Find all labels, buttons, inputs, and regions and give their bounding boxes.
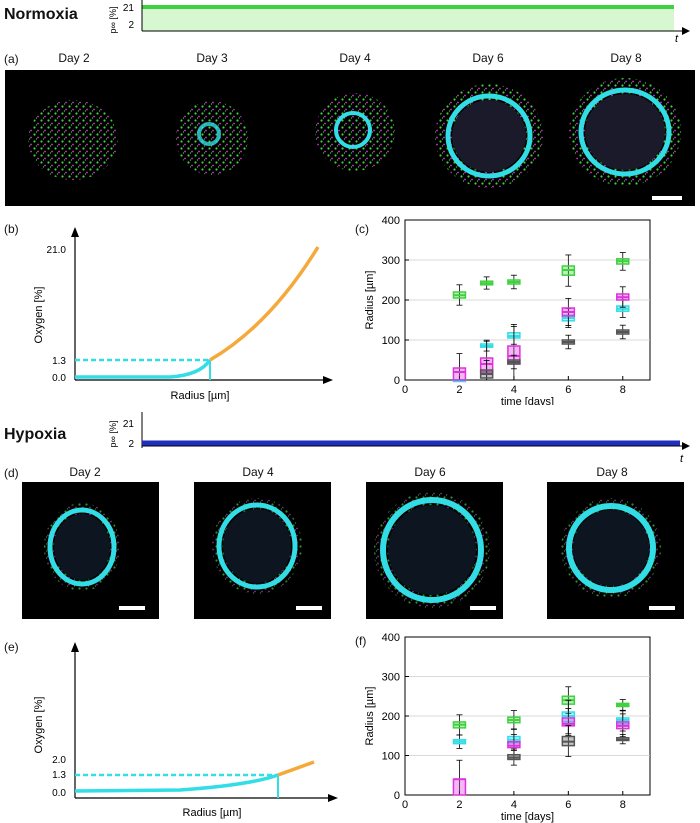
- normoxia-oxygen-profile: 21.0 1.3 0.0 Oxygen [%] Radius [µm]: [33, 227, 333, 402]
- outer-oxygen-curve: [209, 246, 320, 362]
- ytick-0: 0.0: [52, 373, 66, 384]
- spheroid-day6: [435, 84, 543, 188]
- normoxia-tick-2: 2: [128, 20, 134, 31]
- x-tick-label: 8: [620, 384, 626, 396]
- hypoxia-image-day8: [547, 482, 684, 619]
- panel-f-letter: (f): [355, 634, 367, 648]
- y-tick-label: 200: [382, 711, 400, 723]
- scale-bar: [119, 606, 145, 610]
- panel-d-letter: (d): [4, 466, 19, 480]
- ytick-21: 21.0: [47, 245, 67, 256]
- ytick-2: 2.0: [52, 755, 66, 766]
- day-header: Day 4: [242, 465, 274, 479]
- hypoxia-oxygen-timeline: 21 2 p∞ [%] t: [108, 412, 690, 464]
- scale-bar: [296, 606, 322, 610]
- normoxia-title: Normoxia: [4, 6, 78, 23]
- box: [452, 778, 467, 796]
- scale-bar: [649, 606, 675, 610]
- box: [452, 367, 467, 381]
- inner-oxygen-curve: [74, 773, 279, 793]
- hypoxia-tick-21: 21: [123, 419, 135, 430]
- box-chart-f: 0 100 200 300 400 0 2 4 6 8 time [days] Radius [µm]: [364, 632, 651, 823]
- day-header: Day 3: [196, 51, 228, 65]
- ytick-1.3: 1.3: [52, 356, 66, 367]
- hypoxia-image-day2: [22, 482, 159, 619]
- panel-c-letter: (c): [355, 222, 369, 236]
- x-axis-label: time [days]: [501, 811, 554, 823]
- day-header: Day 8: [610, 51, 642, 65]
- normoxia-microscopy-strip: [5, 70, 695, 206]
- ytick-0: 0.0: [52, 788, 66, 799]
- day-header: Day 8: [596, 465, 628, 479]
- xlabel: Radius [µm]: [183, 807, 242, 819]
- hypoxia-t-label: t: [680, 453, 684, 464]
- x-tick-label: 8: [620, 799, 626, 811]
- y-tick-label: 300: [382, 672, 400, 684]
- hypoxia-tick-2: 2: [128, 439, 134, 450]
- x-tick-label: 4: [511, 799, 517, 811]
- ylabel: Oxygen [%]: [33, 697, 45, 754]
- x-tick-label: 2: [456, 384, 462, 396]
- spheroid-day2: [28, 100, 118, 180]
- normoxia-oxygen-label: p∞ [%]: [108, 7, 118, 34]
- y-axis-label: Radius [µm]: [364, 271, 376, 330]
- scale-bar: [470, 606, 496, 610]
- day-header: Day 6: [414, 465, 446, 479]
- outer-oxygen-curve: [277, 760, 315, 777]
- spheroid-day4: [315, 93, 395, 171]
- y-tick-label: 100: [382, 751, 400, 763]
- y-tick-label: 400: [382, 215, 400, 227]
- day-header: Day 2: [58, 51, 90, 65]
- scale-bar: [652, 196, 682, 200]
- xlabel: Radius [µm]: [171, 390, 230, 402]
- ylabel: Oxygen [%]: [33, 287, 45, 344]
- panel-b-letter: (b): [4, 222, 19, 236]
- spheroid-day3: [176, 101, 248, 175]
- x-tick-label: 0: [402, 384, 408, 396]
- y-tick-label: 100: [382, 335, 400, 347]
- hypoxia-title: Hypoxia: [4, 426, 67, 443]
- hypoxia-image-day4: [194, 482, 331, 619]
- y-tick-label: 200: [382, 295, 400, 307]
- hypoxia-image-day6: [366, 482, 503, 619]
- x-tick-label: 2: [456, 799, 462, 811]
- panel-e-letter: (e): [4, 640, 19, 654]
- x-tick-label: 4: [511, 384, 517, 396]
- x-tick-label: 0: [402, 799, 408, 811]
- x-axis-label: time [days]: [501, 396, 554, 405]
- y-tick-label: 0: [394, 790, 400, 802]
- normoxia-t-label: t: [675, 33, 679, 44]
- ytick-1.3: 1.3: [52, 770, 66, 781]
- box-chart-c: 0 100 200 300 400 0 2 4 6 8 time [days] Radius [µm]: [364, 215, 651, 405]
- normoxia-oxygen-timeline: 21 2 p∞ [%] t: [108, 0, 690, 44]
- hypoxia-oxygen-label: p∞ [%]: [108, 421, 118, 448]
- hypoxia-oxygen-profile: 2.0 1.3 0.0 Oxygen [%] Radius [µm]: [33, 642, 338, 819]
- day-header: Day 2: [69, 465, 101, 479]
- normoxia-oxygen-fill: [142, 6, 674, 31]
- day-header: Day 6: [472, 51, 504, 65]
- spheroid-day8: [569, 78, 681, 186]
- x-tick-label: 6: [565, 799, 571, 811]
- y-axis-label: Radius [µm]: [364, 687, 376, 746]
- y-tick-label: 0: [394, 375, 400, 387]
- panel-a-letter: (a): [4, 52, 19, 66]
- y-tick-label: 300: [382, 255, 400, 267]
- y-tick-label: 400: [382, 632, 400, 644]
- x-tick-label: 6: [565, 384, 571, 396]
- inner-oxygen-curve: [75, 358, 212, 379]
- day-header: Day 4: [339, 51, 371, 65]
- normoxia-tick-21: 21: [123, 3, 135, 14]
